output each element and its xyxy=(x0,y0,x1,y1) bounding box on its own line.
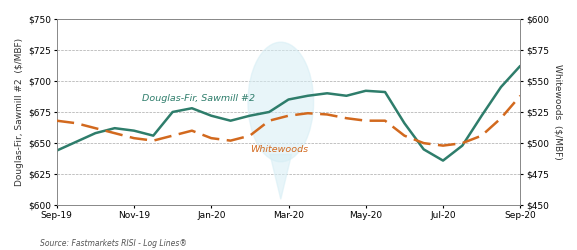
Text: Source: Fastmarkets RISI - Log Lines®: Source: Fastmarkets RISI - Log Lines® xyxy=(40,238,188,248)
Text: Whitewoods: Whitewoods xyxy=(250,145,308,154)
Text: Douglas-Fir, Sawmill #2: Douglas-Fir, Sawmill #2 xyxy=(142,94,254,103)
Y-axis label: Whitewoods  ($/MBF): Whitewoods ($/MBF) xyxy=(553,64,562,160)
Y-axis label: Douglas-Fir, Sawmill #2  ($/MBF): Douglas-Fir, Sawmill #2 ($/MBF) xyxy=(15,38,24,186)
Polygon shape xyxy=(270,154,291,199)
Ellipse shape xyxy=(248,42,314,162)
